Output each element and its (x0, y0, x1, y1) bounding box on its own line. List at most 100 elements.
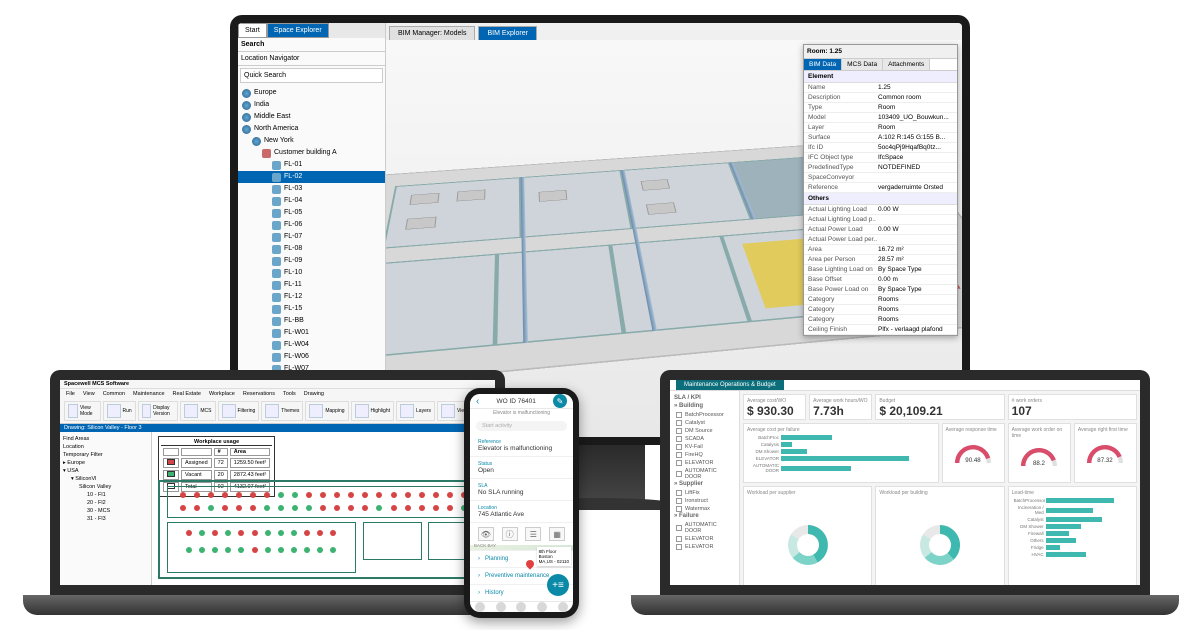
tree-node[interactable]: ▾ USA (63, 467, 148, 475)
bim-data-tab[interactable]: BIM Data (804, 59, 842, 70)
desk-marker[interactable] (278, 505, 284, 511)
desk-marker[interactable] (199, 547, 205, 553)
desk-marker[interactable] (362, 492, 368, 498)
desk-marker[interactable] (222, 492, 228, 498)
tree-node[interactable]: FL-01 (238, 159, 385, 171)
tool-group[interactable]: Highlight (351, 401, 394, 421)
desk-marker[interactable] (265, 530, 271, 536)
filter-item[interactable]: AUTOMATIC DOOR (674, 467, 735, 481)
info-icon[interactable]: ⓘ (502, 527, 518, 541)
desk-marker[interactable] (265, 547, 271, 553)
desk-marker[interactable] (405, 492, 411, 498)
filter-item[interactable]: LiftFix (674, 489, 735, 497)
list-icon[interactable]: ☰ (525, 527, 541, 541)
quick-search-input[interactable]: Quick Search (240, 68, 383, 83)
tree-node[interactable]: FL-07 (238, 231, 385, 243)
desk-marker[interactable] (212, 547, 218, 553)
dashboard-sidebar[interactable]: SLA / KPI » BuildingBatchProcessorCataly… (670, 391, 740, 585)
tree-node[interactable]: Customer building A (238, 147, 385, 159)
desk-marker[interactable] (236, 492, 242, 498)
menu-item[interactable]: Common (103, 391, 125, 397)
tree-node[interactable]: Europe (238, 87, 385, 99)
desk-marker[interactable] (225, 530, 231, 536)
desk-marker[interactable] (250, 492, 256, 498)
desk-marker[interactable] (391, 492, 397, 498)
desk-marker[interactable] (252, 547, 258, 553)
tree-node[interactable]: Middle East (238, 111, 385, 123)
tree-node[interactable]: Temporary Filter (63, 451, 148, 459)
tree-node[interactable]: 31 - Fl3 (63, 515, 148, 523)
bim-models-tab[interactable]: BIM Manager: Models (389, 26, 475, 40)
tree-node[interactable]: ▸ Europe (63, 459, 148, 467)
filter-item[interactable]: Watermax (674, 505, 735, 513)
toolbar[interactable]: View ModeRunDisplay VersionMCSFilteringT… (60, 399, 495, 423)
menu-item[interactable]: View (83, 391, 95, 397)
tree-node[interactable]: North America (238, 123, 385, 135)
tool-group[interactable]: Layers (396, 401, 435, 421)
tree-node[interactable]: 10 - Fl1 (63, 491, 148, 499)
desk-marker[interactable] (278, 492, 284, 498)
action-icons[interactable]: 👁 ⓘ ☰ ▦ (470, 523, 573, 545)
tool-group[interactable]: MCS (180, 401, 215, 421)
desk-marker[interactable] (304, 547, 310, 553)
hbar-lead-time[interactable]: Lead-timeBatchProcessorIncineration / Me… (1008, 486, 1137, 585)
tool-group[interactable]: Themes (261, 401, 303, 421)
nav-icon[interactable] (516, 602, 526, 612)
menubar[interactable]: FileViewCommonMaintenanceReal EstateWork… (60, 389, 495, 399)
tree-node[interactable]: FL-02 (238, 171, 385, 183)
menu-item[interactable]: Reservations (243, 391, 275, 397)
filter-item[interactable]: BatchProcessor (674, 411, 735, 419)
desk-marker[interactable] (250, 505, 256, 511)
back-icon[interactable]: ‹ (476, 396, 479, 407)
tree-node[interactable]: Silicon Valley (63, 483, 148, 491)
tree-node[interactable]: FL-03 (238, 183, 385, 195)
desk-marker[interactable] (334, 492, 340, 498)
desk-marker[interactable] (419, 492, 425, 498)
tree-node[interactable]: FL-W06 (238, 351, 385, 363)
bar-chart-cost-per-failure[interactable]: Average cost per failure BatchProcCataly… (743, 423, 939, 483)
tree-node[interactable]: FL-10 (238, 267, 385, 279)
desk-marker[interactable] (304, 530, 310, 536)
tree-node[interactable]: FL-15 (238, 303, 385, 315)
desk-marker[interactable] (419, 505, 425, 511)
desk-marker[interactable] (317, 530, 323, 536)
desk-marker[interactable] (330, 547, 336, 553)
desk-marker[interactable] (252, 530, 258, 536)
desk-marker[interactable] (212, 530, 218, 536)
desk-marker[interactable] (264, 505, 270, 511)
nav-icon[interactable] (558, 602, 568, 612)
view-icon[interactable]: 👁 (478, 527, 494, 541)
filter-item[interactable]: Catalyst (674, 419, 735, 427)
filter-item[interactable]: SCADA (674, 435, 735, 443)
donut-workload-building[interactable]: Workload per building (875, 486, 1004, 585)
floorplan-drawing[interactable] (158, 480, 489, 579)
bottom-nav[interactable] (470, 601, 573, 612)
filter-group-header[interactable]: » Supplier (674, 481, 735, 487)
desk-marker[interactable] (194, 505, 200, 511)
desk-marker[interactable] (306, 492, 312, 498)
space-explorer-tab[interactable]: Space Explorer (267, 23, 329, 38)
desk-marker[interactable] (208, 492, 214, 498)
gauge-right-first[interactable]: Average right first time87.32 (1074, 423, 1137, 483)
desk-marker[interactable] (186, 530, 192, 536)
desk-marker[interactable] (320, 492, 326, 498)
menu-item[interactable]: File (66, 391, 75, 397)
desk-marker[interactable] (208, 505, 214, 511)
tree-node[interactable]: India (238, 99, 385, 111)
desk-marker[interactable] (348, 492, 354, 498)
menu-item[interactable]: Workplace (209, 391, 235, 397)
tree-node[interactable]: FL-05 (238, 207, 385, 219)
action-button[interactable]: ✎ (553, 394, 567, 408)
desk-marker[interactable] (236, 505, 242, 511)
desk-marker[interactable] (180, 492, 186, 498)
desk-marker[interactable] (222, 505, 228, 511)
attachments-tab[interactable]: Attachments (883, 59, 930, 70)
menu-item[interactable]: Maintenance (133, 391, 165, 397)
tree-node[interactable]: FL-W01 (238, 327, 385, 339)
tree-node[interactable]: Location (63, 443, 148, 451)
desk-marker[interactable] (447, 505, 453, 511)
tool-group[interactable]: Run (103, 401, 136, 421)
location-tree[interactable]: Find AreasLocationTemporary Filter▸ Euro… (60, 432, 152, 585)
tree-node[interactable]: FL-04 (238, 195, 385, 207)
desk-marker[interactable] (199, 530, 205, 536)
